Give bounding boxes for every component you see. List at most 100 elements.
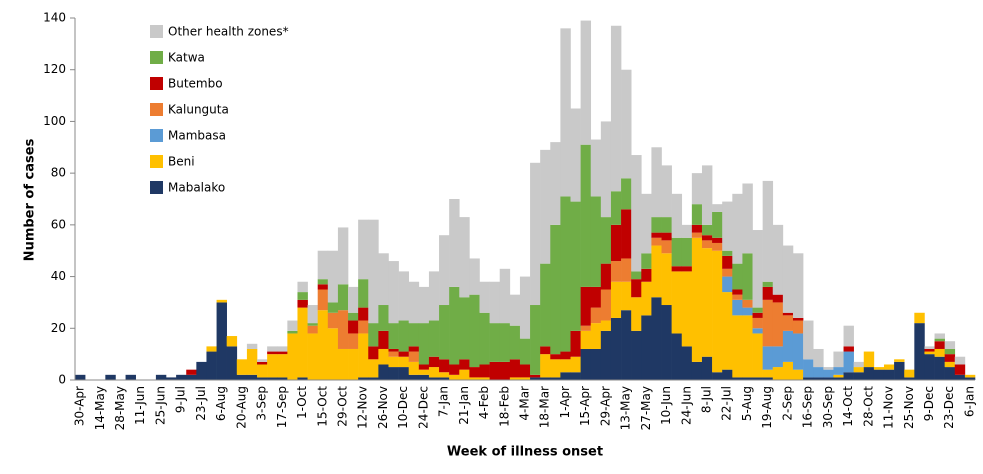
bar-segment [641, 268, 652, 282]
bar-segment [752, 377, 763, 380]
bar-segment [954, 374, 966, 380]
bar-segment [661, 232, 672, 241]
bar-segment [944, 367, 956, 380]
bar-segment [408, 351, 420, 362]
bar-segment [469, 367, 480, 378]
bar-segment [954, 356, 966, 365]
bar-segment [449, 286, 460, 365]
x-tick-label: 9-Jul [174, 386, 188, 413]
bar-segment [348, 348, 359, 380]
bar-segment [681, 266, 693, 272]
bar-segment [843, 372, 854, 380]
bar-segment [550, 359, 561, 378]
bar-segment [439, 372, 450, 378]
x-tick-label: 22-Jul [720, 386, 734, 421]
bar-segment [621, 281, 632, 311]
legend-label: Butembo [168, 77, 223, 91]
bar-segment [671, 333, 683, 380]
x-tick-label: 4-Feb [477, 386, 491, 419]
bar-segment [762, 369, 774, 378]
bar-segment [408, 361, 420, 375]
bar-segment [590, 286, 602, 308]
x-tick-label: 30-Apr [73, 386, 87, 426]
bar-segment [337, 310, 349, 349]
x-axis-title: Week of illness onset [447, 445, 603, 460]
bar-segment [418, 364, 430, 370]
bar-segment [307, 325, 318, 334]
bar-segment [944, 348, 956, 355]
bar-segment [449, 374, 460, 380]
bar-segment [924, 346, 935, 349]
legend-swatch [150, 51, 163, 64]
bar-segment [590, 348, 602, 380]
bar-segment [782, 315, 794, 331]
bar-segment [459, 217, 470, 298]
bar-segment [964, 374, 976, 378]
bar-segment [186, 369, 197, 375]
bar-segment [358, 307, 369, 321]
bar-segment [762, 377, 774, 380]
bar-segment [499, 361, 511, 380]
x-tick-label: 4-Mar [518, 386, 532, 421]
bar-segment [418, 323, 430, 365]
bar-segment [712, 250, 723, 373]
bar-segment [833, 351, 844, 368]
y-tick-label: 60 [51, 217, 66, 231]
bar-segment [337, 348, 349, 380]
x-tick-label: 27-May [639, 386, 653, 430]
bar-segment [681, 346, 693, 380]
x-tick-label: 24-Jun [679, 386, 693, 425]
bar-segment [550, 142, 561, 225]
bar-segment [570, 330, 581, 357]
bar-segment [722, 268, 733, 277]
x-tick-label: 3-Sep [255, 386, 269, 421]
bar-segment [307, 323, 318, 326]
bar-segment [782, 361, 794, 380]
bar-segment [873, 367, 885, 370]
legend-label: Other health zones* [168, 25, 289, 39]
bar-segment [661, 253, 672, 306]
bar-segment [277, 354, 288, 378]
bar-segment [590, 323, 602, 349]
bar-segment [348, 320, 359, 334]
bar-segment [701, 224, 713, 236]
bar-segment [580, 325, 592, 331]
bar-segment [894, 361, 905, 380]
bar-segment [803, 377, 814, 380]
bar-segment [924, 354, 935, 380]
bar-segment [631, 330, 642, 380]
bar-segment [297, 299, 308, 308]
bar-segment [722, 255, 733, 269]
bar-segment [428, 367, 440, 378]
x-tick-label: 25-Jun [153, 386, 167, 425]
bar-segment [540, 263, 551, 347]
bar-segment [459, 369, 470, 380]
bar-segment [772, 302, 784, 347]
bar-segment [762, 281, 774, 287]
x-tick-label: 24-Dec [416, 386, 430, 429]
bar-segment [924, 348, 935, 352]
bar-segment [762, 299, 774, 347]
bar-segment [782, 330, 794, 362]
bar-segment [509, 325, 521, 360]
bar-segment [550, 224, 561, 355]
bar-segment [701, 356, 713, 380]
legend-label: Mambasa [168, 129, 226, 143]
bar-segment [570, 108, 581, 202]
bar-segment [519, 377, 531, 380]
x-tick-label: 18-Mar [538, 386, 552, 428]
bar-segment [348, 333, 359, 349]
bar-segment [641, 315, 652, 380]
bar-segment [934, 333, 945, 339]
bar-segment [277, 346, 288, 352]
bar-segment [621, 209, 632, 259]
bar-segment [691, 204, 703, 225]
bar-segment [752, 328, 763, 334]
bar-segment [267, 377, 278, 380]
bar-segment [641, 193, 652, 254]
bar-segment [479, 364, 490, 378]
bar-segment [610, 224, 622, 262]
bar-segment [206, 346, 217, 352]
bar-segment [246, 374, 258, 380]
bar-segment [651, 245, 662, 298]
